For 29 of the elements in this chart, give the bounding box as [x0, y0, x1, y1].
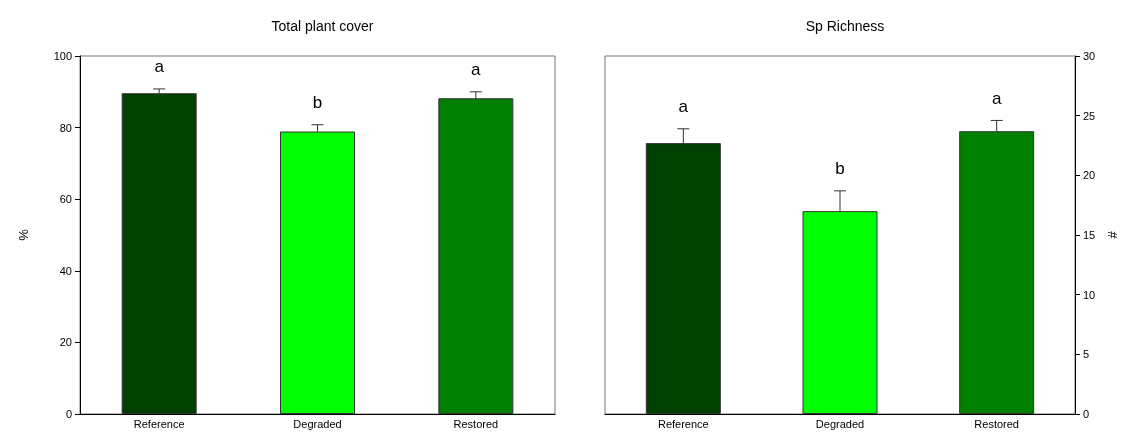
annotation: a	[991, 88, 1002, 108]
x-tick-label: Reference	[133, 417, 185, 430]
x-tick-label: Restored	[453, 417, 499, 430]
annotation: a	[154, 57, 165, 77]
annotation: a	[678, 97, 689, 117]
y-tick-label: 80	[59, 121, 72, 134]
y-tick-label: 0	[65, 408, 72, 420]
x-tick-label: Degraded	[293, 417, 342, 430]
y-tick-label: 100	[53, 50, 72, 62]
chart-title: Sp Richness	[805, 18, 885, 34]
chart-title: Total plant cover	[271, 18, 374, 34]
annotation: b	[312, 93, 323, 113]
y2-tick-label: 10	[1083, 288, 1096, 301]
y-axis-title: %	[16, 228, 31, 241]
y-tick-label: 40	[59, 264, 72, 277]
y2-tick-label: 25	[1083, 109, 1096, 122]
annotation: b	[835, 159, 845, 179]
y2-axis-title: #	[1105, 230, 1121, 239]
y-tick-label: 20	[59, 336, 72, 349]
x-tick-label: Degraded	[815, 417, 865, 430]
y2-tick-label: 15	[1083, 229, 1096, 241]
y2-tick-label: 0	[1083, 408, 1090, 420]
y2-tick-label: 20	[1083, 169, 1096, 182]
y2-tick-label: 30	[1083, 50, 1096, 62]
x-tick-label: Restored	[974, 417, 1019, 430]
y2-tick-label: 5	[1083, 348, 1090, 361]
y-tick-label: 60	[59, 193, 72, 206]
x-tick-label: Reference	[657, 417, 709, 430]
annotation: a	[471, 60, 482, 80]
